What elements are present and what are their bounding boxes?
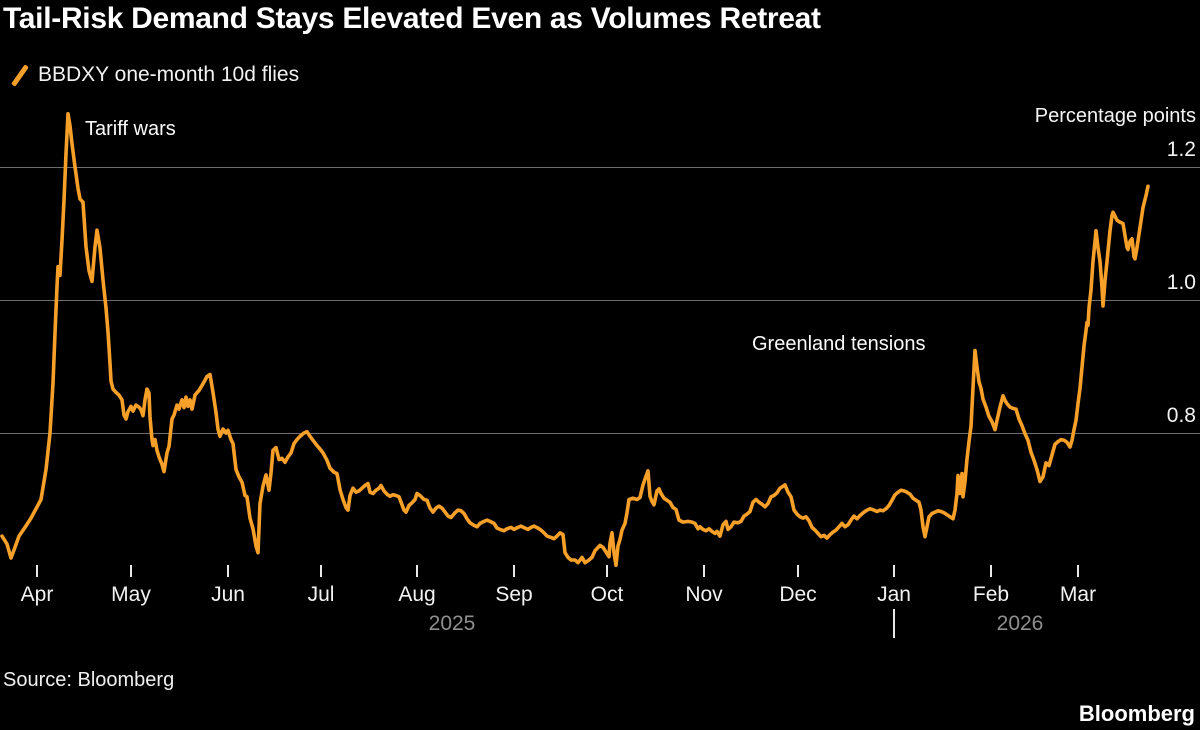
bloomberg-logo: Bloomberg [1078, 701, 1195, 726]
x-tick-Jun [227, 565, 229, 577]
gridline-0.8 [0, 433, 1200, 434]
y-axis-unit-label: Percentage points [1034, 105, 1196, 127]
x-tick-Dec [797, 565, 799, 577]
x-tick-Jul [320, 565, 322, 577]
legend-line-swatch-icon [11, 63, 29, 87]
x-tick-Mar [1077, 565, 1079, 577]
year-divider [893, 609, 895, 638]
y-tick-label-1.2: 1.2 [1166, 138, 1196, 161]
gridline-1.0 [0, 300, 1200, 301]
x-tick-label-Dec: Dec [779, 583, 817, 606]
x-tick-Aug [416, 565, 418, 577]
x-tick-label-Apr: Apr [20, 583, 54, 606]
x-tick-label-Jan: Jan [877, 583, 911, 606]
x-tick-Jan [893, 565, 895, 577]
x-tick-label-Jul: Jul [307, 583, 335, 606]
year-label-2026: 2026 [996, 612, 1044, 635]
x-tick-label-Aug: Aug [398, 583, 436, 606]
x-tick-Oct [606, 565, 608, 577]
annotation-greenland-tensions: Greenland tensions [752, 333, 926, 355]
x-tick-Feb [990, 565, 992, 577]
x-tick-label-May: May [111, 583, 151, 606]
x-tick-Sep [513, 565, 515, 577]
x-tick-label-Jun: Jun [211, 583, 245, 606]
x-tick-label-Sep: Sep [495, 583, 533, 606]
x-tick-label-Oct: Oct [590, 583, 624, 606]
annotation-tariff-wars: Tariff wars [85, 118, 176, 140]
gridline-1.2 [0, 167, 1200, 168]
x-tick-Nov [703, 565, 705, 577]
x-tick-label-Nov: Nov [685, 583, 723, 606]
series-line-bbdxy-flies [0, 112, 1150, 568]
x-tick-label-Feb: Feb [972, 583, 1010, 606]
x-tick-label-Mar: Mar [1059, 583, 1097, 606]
x-tick-May [130, 565, 132, 577]
year-label-2025: 2025 [428, 612, 476, 635]
legend: BBDXY one-month 10d flies [6, 61, 299, 89]
legend-label: BBDXY one-month 10d flies [38, 63, 300, 86]
y-tick-label-1.0: 1.0 [1166, 271, 1196, 294]
x-tick-Apr [36, 565, 38, 577]
source-text: Source: Bloomberg [3, 669, 175, 691]
y-tick-label-0.8: 0.8 [1166, 404, 1196, 427]
chart-title: Tail-Risk Demand Stays Elevated Even as … [3, 2, 821, 35]
